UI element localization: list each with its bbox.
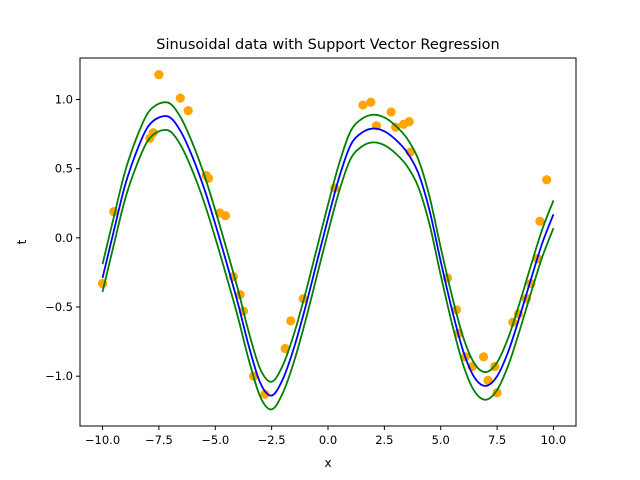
y-axis-label: t — [15, 239, 29, 244]
y-tick-label: −0.5 — [45, 300, 73, 314]
series-line-2 — [101, 101, 555, 383]
regression-lines — [101, 101, 555, 411]
data-point — [280, 343, 290, 354]
data-point — [542, 175, 552, 185]
data-point — [260, 389, 270, 399]
y-tick-label: 0.5 — [55, 162, 73, 176]
data-point — [366, 97, 376, 107]
data-point — [220, 211, 231, 221]
data-point — [386, 107, 396, 117]
data-point — [404, 117, 414, 127]
x-tick-label: −7.5 — [145, 433, 173, 447]
data-point — [535, 216, 545, 226]
x-tick-label: −2.5 — [258, 433, 286, 447]
data-point — [175, 93, 185, 103]
plot-area: −10.0 −7.5 −5.0 −2.5 0.0 2.5 5.0 7.5 10.0 −1.0 −0… — [45, 57, 577, 447]
x-tick-label: 2.5 — [375, 433, 393, 447]
plot-background — [80, 58, 576, 426]
x-axis-label: x — [324, 456, 331, 470]
series-line-3 — [101, 128, 555, 411]
data-point — [148, 128, 158, 138]
data-point — [483, 375, 493, 385]
y-tick-label: 1.0 — [55, 93, 73, 107]
x-tick-label: 10.0 — [541, 433, 567, 447]
x-tick-label: 5.0 — [432, 433, 450, 447]
data-point — [358, 100, 368, 110]
data-point — [492, 388, 502, 398]
data-point — [154, 70, 164, 80]
y-axis-ticks: −1.0 −0.5 0.0 0.5 1.0 — [45, 93, 80, 383]
data-point — [478, 352, 489, 362]
y-tick-label: −1.0 — [45, 369, 73, 383]
series-line-1 — [101, 115, 555, 397]
x-tick-label: 7.5 — [488, 433, 506, 447]
x-axis-ticks: −10.0 −7.5 −5.0 −2.5 0.0 2.5 5.0 7.5 10.0 — [85, 426, 566, 447]
x-tick-label: −5.0 — [201, 433, 229, 447]
data-point — [183, 105, 193, 116]
x-tick-label: 0.0 — [319, 433, 337, 447]
y-tick-label: 0.0 — [55, 231, 73, 245]
x-tick-label: −10.0 — [85, 433, 120, 447]
data-point — [286, 316, 296, 326]
chart-title: Sinusoidal data with Support Vector Regr… — [156, 37, 500, 53]
